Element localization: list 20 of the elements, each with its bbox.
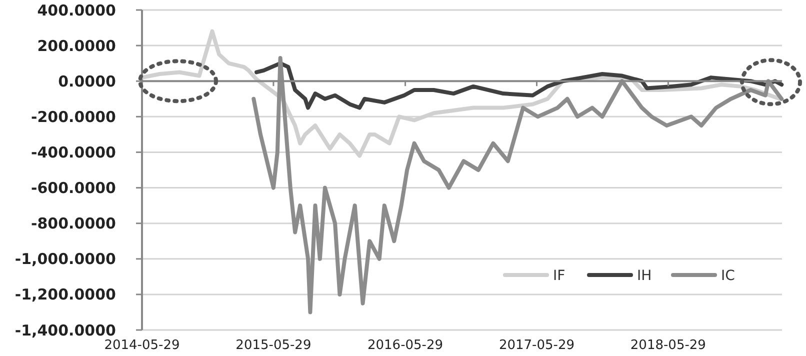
y-tick-label: 0.0000 (58, 72, 116, 90)
y-tick-label: -400.0000 (31, 143, 116, 162)
y-tick-label: -1,200.0000 (14, 286, 116, 304)
legend-label: IF (553, 268, 566, 284)
x-tick-label: 2016-05-29 (367, 338, 444, 353)
x-tick-label: 2017-05-29 (498, 338, 575, 353)
legend-label: IH (637, 268, 652, 284)
y-tick-label: -600.0000 (31, 179, 116, 198)
y-tick-label: 400.0000 (37, 1, 116, 20)
legend-label: IC (721, 268, 736, 284)
y-tick-label: -1,400.0000 (14, 321, 116, 340)
x-tick-label: 2014-05-29 (104, 338, 180, 353)
x-tick-label: 2015-05-29 (236, 338, 312, 353)
line-series (254, 61, 784, 110)
y-tick-label: -200.0000 (31, 108, 116, 126)
y-tick-label: 200.0000 (37, 36, 116, 55)
y-tick-label: -800.0000 (31, 214, 116, 233)
line-series (140, 29, 782, 158)
x-tick-label: 2018-05-29 (630, 338, 706, 353)
y-tick-label: -1,000.0000 (14, 250, 116, 268)
